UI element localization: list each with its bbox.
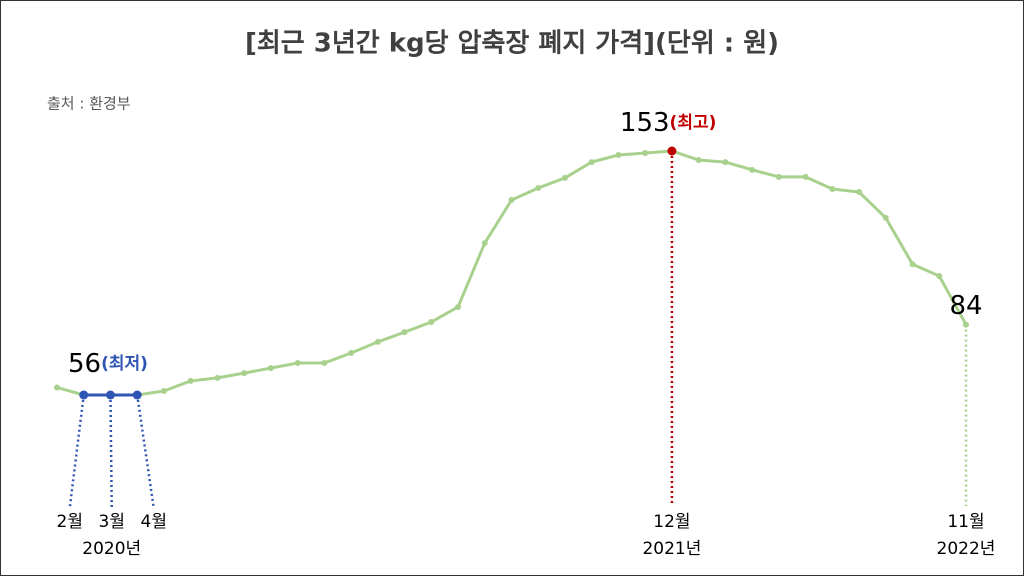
point (535, 184, 542, 191)
point (963, 321, 969, 328)
value-label: 56 (68, 349, 101, 379)
point (294, 360, 301, 367)
point (775, 173, 782, 180)
drop-line (109, 394, 113, 509)
min-label: 56(최저) (68, 349, 148, 379)
point (561, 174, 568, 181)
point (829, 185, 836, 192)
point (508, 197, 515, 204)
value-label: 84 (949, 291, 982, 321)
point (374, 338, 381, 345)
point (455, 303, 462, 310)
x-tick-label: 4월 (141, 512, 167, 532)
x-tick-label: 3월 (99, 512, 125, 532)
point (241, 370, 248, 377)
point (882, 214, 889, 221)
point (615, 152, 622, 159)
min-point (79, 390, 89, 400)
max-point (667, 146, 677, 156)
point (642, 150, 649, 157)
point (936, 273, 943, 280)
max-note: (최고) (670, 113, 717, 133)
min-note: (최저) (101, 354, 148, 374)
point (321, 360, 328, 367)
point (267, 365, 274, 372)
point (481, 240, 488, 247)
point (160, 387, 167, 394)
min-point (105, 390, 115, 400)
drop-line (135, 394, 155, 509)
point (695, 157, 702, 164)
x-tick-label: 11월 (947, 512, 984, 532)
year-label: 2021년 (642, 539, 701, 559)
point (749, 166, 756, 173)
point (54, 384, 60, 391)
point (802, 173, 809, 180)
year-label: 2020년 (82, 539, 141, 559)
point (428, 319, 435, 326)
drop-line (68, 394, 85, 509)
point (909, 261, 916, 268)
point (214, 374, 221, 381)
point (588, 159, 595, 166)
point (722, 159, 729, 166)
point (401, 329, 408, 336)
year-label: 2022년 (937, 539, 996, 559)
value-label: 153 (620, 108, 670, 138)
max-label: 153(최고) (620, 108, 716, 138)
point (348, 349, 355, 356)
x-tick-label: 12월 (653, 512, 690, 532)
min-point (132, 390, 142, 400)
chart-title: [최근 3년간 kg당 압축장 폐지 가격](단위 : 원) (245, 29, 779, 59)
x-tick-label: 2월 (57, 512, 83, 532)
point (187, 377, 194, 384)
source: 출처 : 환경부 (47, 95, 131, 113)
point (856, 189, 863, 196)
